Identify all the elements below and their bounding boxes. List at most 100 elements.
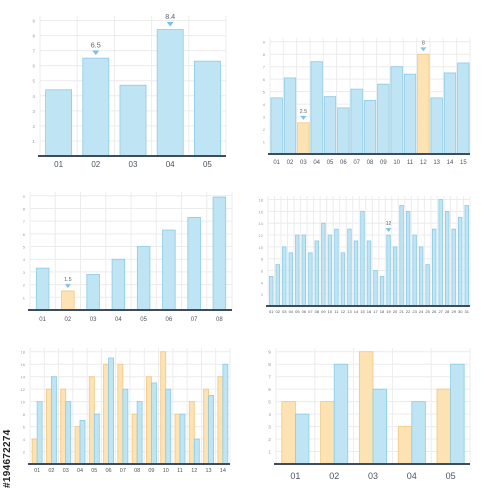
bar xyxy=(310,61,323,155)
y-tick-label: 9 xyxy=(268,350,271,356)
y-tick-label: 2 xyxy=(23,450,26,455)
y-tick-label: 5 xyxy=(33,79,36,84)
y-tick-label: 8 xyxy=(23,206,26,211)
y-tick-label: 3 xyxy=(23,270,26,275)
category-label: 02 xyxy=(276,309,281,314)
bars xyxy=(281,351,465,465)
grid xyxy=(39,16,227,156)
y-tick-label: 7 xyxy=(23,219,26,224)
bar-blue xyxy=(151,382,157,465)
bar xyxy=(162,229,176,311)
bar xyxy=(360,210,365,307)
bar-blue xyxy=(165,388,172,465)
y-tick-label: 8 xyxy=(268,362,271,368)
category-label: 15 xyxy=(360,309,365,314)
bar-blue xyxy=(450,363,465,465)
bar-highlight xyxy=(61,290,75,311)
y-tick-label: 8 xyxy=(23,412,26,417)
category-label: 14 xyxy=(447,160,454,166)
bar xyxy=(373,270,378,307)
y-tick-label: 2 xyxy=(263,127,266,132)
bar-blue xyxy=(333,363,349,465)
bar xyxy=(458,216,463,307)
y-tick-label: 14 xyxy=(21,375,26,380)
bar xyxy=(270,97,283,155)
category-label: 07 xyxy=(308,309,313,314)
category-label: 29 xyxy=(451,309,456,314)
bar-yellow xyxy=(203,388,209,465)
bar xyxy=(45,89,73,157)
bar xyxy=(390,66,403,155)
bar-highlight xyxy=(297,122,310,155)
bar xyxy=(82,57,110,157)
bar xyxy=(445,210,450,307)
bar-blue xyxy=(372,388,387,465)
category-label: 06 xyxy=(166,317,173,323)
y-tick-label: 5 xyxy=(263,90,266,95)
callout-marker xyxy=(420,47,427,52)
category-label: 11 xyxy=(177,468,183,474)
chart-3-bar: 1 2 3 4 5 6 7 8 9 01 02 03 04 05 06 07 08 1.5 xyxy=(23,192,233,323)
category-label: 19 xyxy=(386,309,391,314)
bar xyxy=(111,258,126,311)
category-label: 11 xyxy=(334,309,339,314)
y-tick-label: 6 xyxy=(263,77,266,82)
bar xyxy=(314,240,320,307)
category-label: 17 xyxy=(373,309,378,314)
category-label: 01 xyxy=(39,317,46,323)
bars xyxy=(35,196,227,311)
y-tick-label: 3 xyxy=(33,109,36,114)
category-label: 24 xyxy=(419,309,424,314)
category-label: 06 xyxy=(302,309,307,314)
category-label: 08 xyxy=(134,468,140,474)
y-tick-label: 1 xyxy=(23,295,26,300)
category-label: 20 xyxy=(393,309,398,314)
y-tick-label: 14 xyxy=(259,221,264,226)
y-tick-label: 16 xyxy=(259,209,264,214)
bar-highlight xyxy=(417,53,430,155)
category-label: 22 xyxy=(406,309,411,314)
y-tick-label: 16 xyxy=(21,362,26,367)
bar-blue xyxy=(108,357,114,465)
y-tick-label: 6 xyxy=(261,269,264,274)
category-label: 12 xyxy=(420,160,427,166)
category-label: 04 xyxy=(289,309,294,314)
y-tick-label: 9 xyxy=(33,19,36,24)
category-label: 05 xyxy=(295,309,300,314)
chart-5-grouped-bar: 2 4 6 8 10 12 14 16 18 01 02 03 04 05 06 07 08 09 10 11 12 13… xyxy=(21,348,231,474)
bar xyxy=(377,83,390,155)
grid xyxy=(267,196,471,306)
category-label: 02 xyxy=(91,160,100,169)
y-tick-label: 3 xyxy=(268,425,271,431)
callout-label: 12 xyxy=(386,221,392,227)
category-label: 03 xyxy=(90,317,97,323)
y-tick-label: 4 xyxy=(261,280,264,285)
category-label: 05 xyxy=(140,317,147,323)
bar xyxy=(363,99,377,155)
category-label: 12 xyxy=(191,468,197,474)
bar xyxy=(327,234,333,307)
y-tick-label: 6 xyxy=(33,64,36,69)
callout-label: 8.4 xyxy=(165,12,175,21)
bar-yellow xyxy=(217,376,224,465)
bar-yellow xyxy=(188,401,195,465)
bar-yellow xyxy=(146,376,152,465)
y-tick-label: 2 xyxy=(268,437,271,443)
category-label: 30 xyxy=(458,309,463,314)
bar xyxy=(340,252,346,307)
bar xyxy=(321,222,326,307)
category-label: 05 xyxy=(91,468,97,474)
category-label: 05 xyxy=(327,160,334,166)
bar xyxy=(347,228,352,307)
category-label: 09 xyxy=(321,309,326,314)
bar xyxy=(403,73,417,155)
callout-label: 8 xyxy=(422,40,425,46)
bar-blue xyxy=(36,401,43,465)
bar xyxy=(386,234,391,307)
category-label: 11 xyxy=(407,160,414,166)
y-tick-label: 2 xyxy=(261,292,264,297)
category-label: 10 xyxy=(328,309,333,314)
category-label: 04 xyxy=(77,468,83,474)
callout-marker xyxy=(92,50,100,56)
